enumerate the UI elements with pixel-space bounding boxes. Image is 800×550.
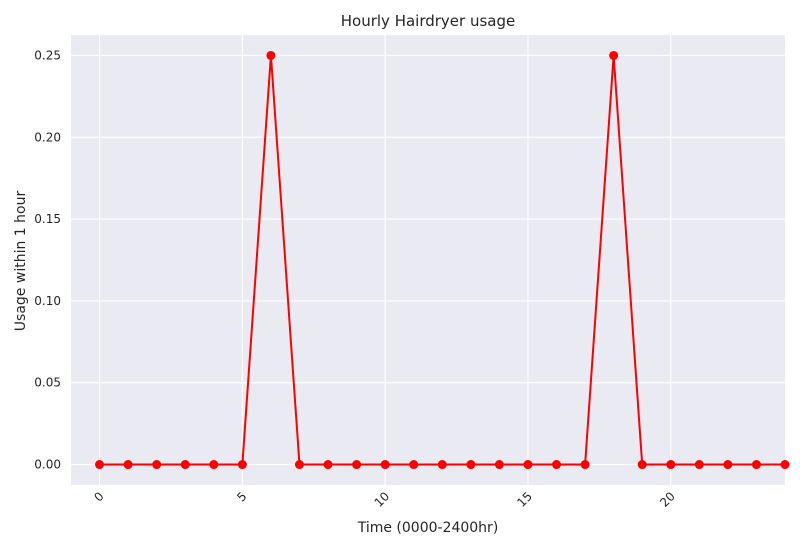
y-tick-labels: 0.00 0.05 0.10 0.15 0.20 0.25: [34, 48, 61, 471]
data-point: [237, 460, 247, 470]
y-axis-label: Usage within 1 hour: [13, 191, 29, 332]
series-layer: [95, 50, 790, 470]
y-tick-label: 0.10: [34, 294, 61, 308]
data-point: [123, 460, 133, 470]
x-tick-labels: 0 5 10 15 20: [91, 489, 678, 510]
chart-title: Hourly Hairdryer usage: [341, 12, 515, 30]
data-point: [323, 460, 333, 470]
data-point: [666, 460, 676, 470]
data-point: [352, 460, 362, 470]
y-tick-label: 0.25: [34, 48, 61, 62]
data-point: [437, 460, 447, 470]
data-point: [152, 460, 162, 470]
data-point: [552, 460, 562, 470]
data-point: [209, 460, 219, 470]
x-tick-label: 0: [91, 489, 106, 504]
data-point: [266, 50, 276, 60]
data-point: [637, 460, 647, 470]
x-tick-label: 5: [234, 489, 249, 504]
data-point: [466, 460, 476, 470]
data-point: [294, 460, 304, 470]
data-point: [780, 460, 790, 470]
data-point: [694, 460, 704, 470]
y-tick-label: 0.05: [34, 376, 61, 390]
plot-area: [71, 35, 785, 485]
data-point: [180, 460, 190, 470]
x-axis-label: Time (0000-2400hr): [357, 520, 499, 536]
data-point: [580, 460, 590, 470]
data-point: [380, 460, 390, 470]
y-tick-label: 0.00: [34, 458, 61, 472]
y-tick-label: 0.15: [34, 212, 61, 226]
y-tick-label: 0.20: [34, 130, 61, 144]
data-point: [723, 460, 733, 470]
data-point: [751, 460, 761, 470]
x-tick-label: 20: [657, 489, 678, 510]
data-point: [609, 50, 619, 60]
x-tick-label: 10: [372, 489, 393, 510]
x-tick-label: 15: [514, 489, 535, 510]
data-point: [95, 460, 105, 470]
data-point: [409, 460, 419, 470]
data-point: [494, 460, 504, 470]
data-point: [523, 460, 533, 470]
